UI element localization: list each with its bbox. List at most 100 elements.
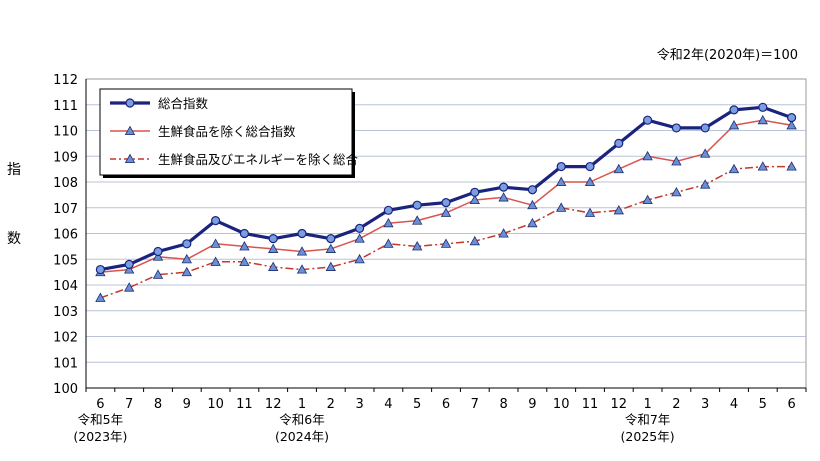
data-point: [124, 125, 136, 136]
data-point: [527, 199, 538, 210]
data-point: [181, 253, 192, 264]
data-point: [642, 194, 653, 205]
data-point: [412, 200, 422, 210]
x-tick-label: 5: [759, 397, 767, 412]
data-point: [527, 217, 538, 228]
axes: 1001011021031041051061071081091101111126…: [53, 73, 807, 444]
y-tick-label: 107: [53, 202, 78, 217]
x-year-label: (2023年): [73, 429, 127, 444]
x-tick-label: 11: [582, 397, 599, 412]
y-tick-label: 106: [53, 228, 78, 243]
y-tick-label: 108: [53, 176, 78, 191]
x-year-era-label: 令和7年: [625, 412, 670, 427]
y-tick-label: 109: [53, 150, 78, 165]
data-point: [757, 161, 768, 171]
data-point: [211, 216, 221, 226]
data-point: [498, 228, 509, 238]
data-point: [124, 153, 136, 164]
data-point: [124, 282, 135, 292]
x-tick-label: 12: [265, 397, 282, 412]
y-tick-label: 101: [53, 356, 78, 371]
data-point: [210, 238, 221, 248]
data-point: [210, 256, 221, 266]
data-point: [325, 243, 336, 253]
data-point: [613, 205, 624, 215]
data-point: [671, 123, 682, 133]
x-tick-label: 2: [327, 397, 335, 412]
data-point: [671, 156, 682, 166]
x-tick-label: 7: [471, 397, 479, 412]
x-tick-label: 6: [96, 397, 104, 412]
data-point: [239, 256, 250, 266]
x-tick-label: 12: [611, 397, 628, 412]
x-year-label: (2025年): [621, 429, 675, 444]
data-point: [239, 241, 250, 251]
data-point: [383, 217, 394, 228]
data-point: [95, 264, 106, 275]
data-point: [383, 205, 393, 215]
data-point: [412, 241, 423, 251]
data-point: [354, 233, 365, 243]
data-point: [325, 261, 336, 271]
legend-label: 生鮮食品及びエネルギーを除く総合: [158, 152, 359, 167]
data-point: [355, 223, 365, 233]
x-tick-label: 8: [499, 397, 507, 412]
data-point: [354, 253, 365, 264]
data-point: [153, 246, 163, 257]
data-point: [729, 105, 739, 115]
x-year-label: (2024年): [275, 429, 329, 444]
data-point: [125, 98, 135, 108]
data-point: [95, 292, 106, 302]
series-lines: [95, 102, 797, 302]
x-tick-label: 4: [730, 397, 738, 412]
data-point: [383, 238, 394, 248]
x-tick-label: 6: [787, 397, 795, 412]
y-axis-label-1: 指: [7, 162, 21, 178]
data-point: [642, 150, 653, 161]
data-point: [498, 192, 509, 202]
data-point: [585, 161, 595, 172]
data-point: [757, 114, 768, 125]
data-point: [758, 102, 768, 112]
data-point: [728, 163, 740, 174]
data-point: [556, 176, 567, 187]
data-point: [584, 176, 596, 187]
data-point: [584, 207, 596, 217]
data-point: [556, 202, 567, 212]
data-point: [470, 187, 480, 197]
data-point: [700, 148, 711, 158]
x-year-era-label: 令和6年: [279, 412, 324, 427]
data-point: [182, 239, 192, 249]
legend-label: 総合指数: [158, 96, 209, 111]
data-point: [556, 161, 566, 172]
data-point: [700, 123, 710, 133]
x-tick-label: 9: [528, 397, 536, 412]
data-point: [527, 185, 538, 195]
data-point: [786, 120, 797, 130]
base-year-note: 令和2年(2020年)＝100: [657, 48, 798, 63]
data-point: [296, 246, 308, 256]
x-tick-label: 10: [207, 397, 224, 412]
data-point: [268, 261, 279, 271]
data-point: [613, 163, 624, 174]
data-point: [786, 161, 797, 171]
y-tick-label: 102: [53, 331, 78, 346]
data-point: [152, 269, 164, 279]
x-tick-label: 7: [125, 397, 133, 412]
data-point: [296, 264, 308, 274]
y-tick-label: 103: [53, 305, 78, 320]
data-point: [124, 264, 135, 274]
x-year-era-label: 令和5年: [78, 412, 123, 427]
x-tick-label: 2: [672, 397, 680, 412]
x-tick-label: 1: [298, 397, 306, 412]
x-tick-label: 10: [553, 397, 570, 412]
y-tick-label: 110: [53, 125, 78, 140]
data-point: [181, 266, 192, 277]
y-tick-label: 104: [53, 279, 78, 294]
x-tick-label: 6: [442, 397, 450, 412]
data-point: [700, 179, 711, 189]
data-point: [297, 228, 307, 239]
data-point: [642, 115, 653, 125]
data-point: [469, 194, 480, 205]
